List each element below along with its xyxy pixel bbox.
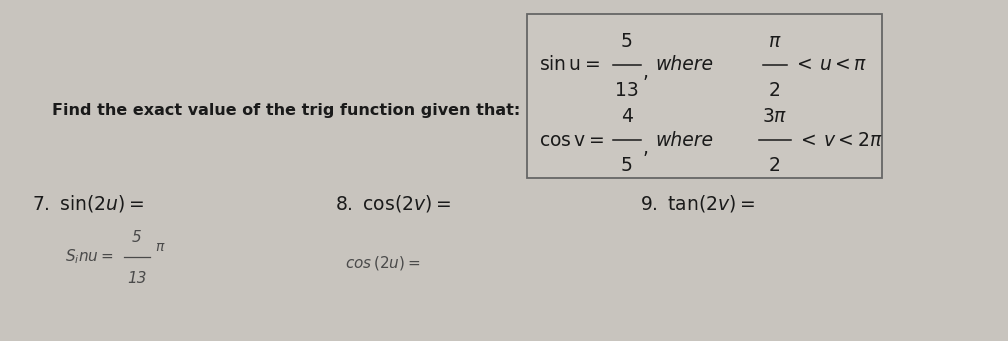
Text: $cos\,(2u) =$: $cos\,(2u) =$ <box>345 254 420 272</box>
Text: $\mathrm{cos\,v} =$: $\mathrm{cos\,v} =$ <box>539 131 604 149</box>
Text: 5: 5 <box>621 156 633 175</box>
Text: $3\pi$: $3\pi$ <box>762 107 787 126</box>
Text: 2: 2 <box>769 81 781 100</box>
Text: Find the exact value of the trig function given that:: Find the exact value of the trig functio… <box>52 103 520 118</box>
Text: ,: , <box>643 63 649 83</box>
Text: where: where <box>655 131 713 149</box>
Text: $9.\ \tan(2v) =$: $9.\ \tan(2v) =$ <box>640 193 755 214</box>
Text: $<\,v < 2\pi$: $<\,v < 2\pi$ <box>797 131 883 149</box>
Text: $\pi$: $\pi$ <box>155 240 165 254</box>
Text: $<\,u < \pi$: $<\,u < \pi$ <box>793 56 868 74</box>
FancyBboxPatch shape <box>527 14 882 178</box>
Text: where: where <box>655 56 713 74</box>
Text: 5: 5 <box>621 32 633 51</box>
Text: $8.\ \cos(2v) =$: $8.\ \cos(2v) =$ <box>335 193 452 214</box>
Text: 13: 13 <box>127 271 147 286</box>
Text: 13: 13 <box>615 81 639 100</box>
Text: 2: 2 <box>769 156 781 175</box>
Text: $\pi$: $\pi$ <box>768 32 782 51</box>
Text: ,: , <box>643 138 649 158</box>
Text: $7.\ \sin(2u) =$: $7.\ \sin(2u) =$ <box>32 193 144 214</box>
Text: $\mathrm{sin\,u} =$: $\mathrm{sin\,u} =$ <box>539 56 600 74</box>
Text: 4: 4 <box>621 107 633 126</box>
Text: 5: 5 <box>132 230 142 245</box>
Text: $S_inu =$: $S_inu =$ <box>65 248 114 266</box>
